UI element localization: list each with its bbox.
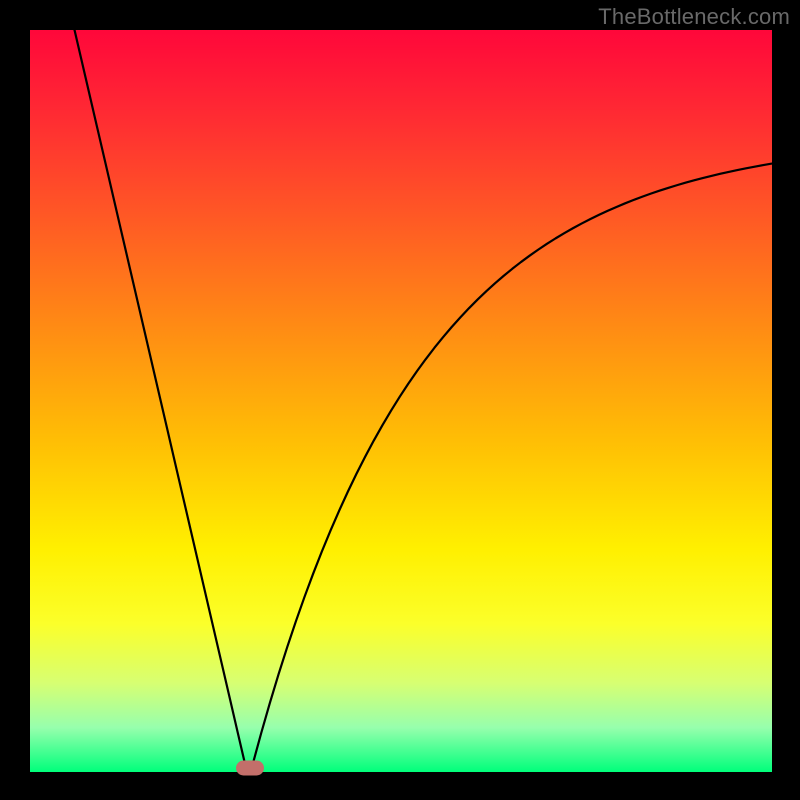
watermark-text: TheBottleneck.com bbox=[598, 4, 790, 30]
bottleneck-curve bbox=[30, 30, 772, 772]
chart-wrapper: TheBottleneck.com bbox=[0, 0, 800, 800]
optimal-point-marker bbox=[236, 760, 264, 775]
plot-area bbox=[30, 30, 772, 772]
